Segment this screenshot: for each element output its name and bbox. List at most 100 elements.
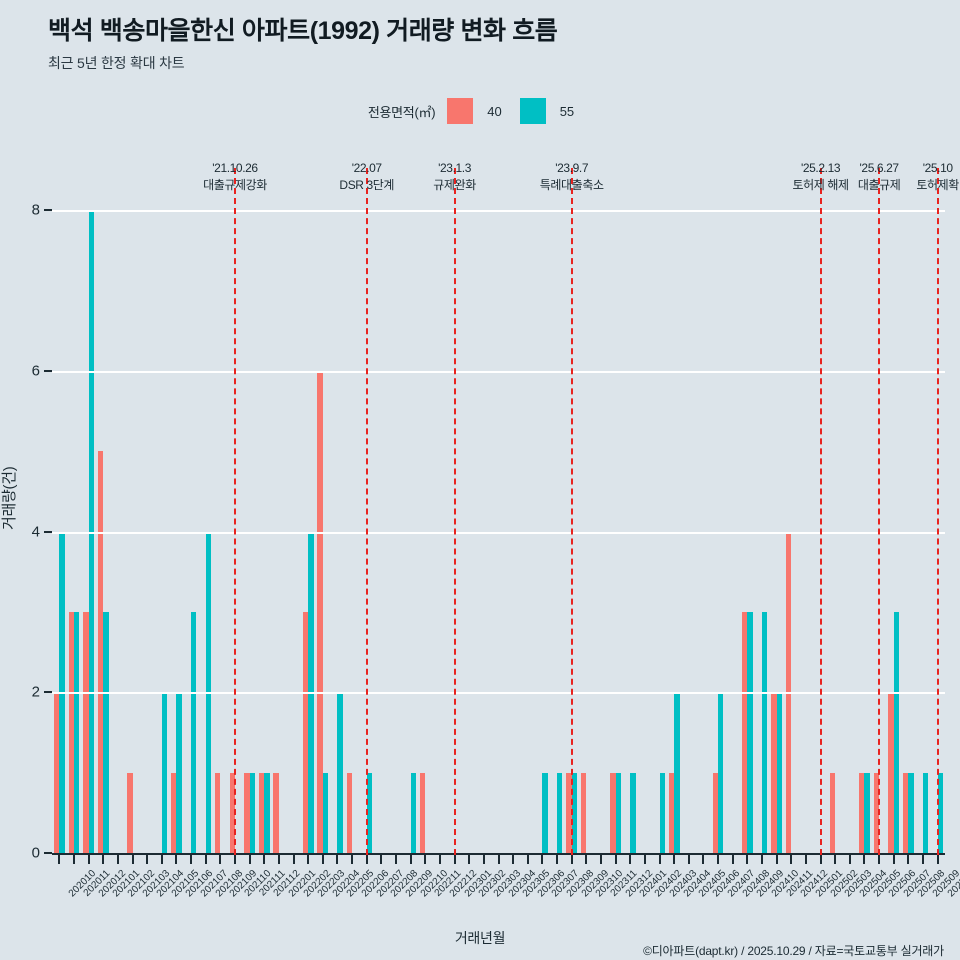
bar-202105-55[interactable]: [161, 692, 168, 853]
y-tick-mark: [44, 209, 52, 211]
bar-202210-55[interactable]: [410, 772, 417, 853]
x-tick-mark: [204, 855, 207, 864]
bar-202505-40[interactable]: [859, 772, 865, 853]
x-tick-mark: [541, 855, 544, 864]
event-date: '23.9.7: [555, 161, 589, 175]
bar-202111-55[interactable]: [249, 772, 256, 853]
x-tick-mark: [731, 855, 734, 864]
x-tick-mark: [409, 855, 412, 864]
bar-202410-55[interactable]: [762, 611, 768, 853]
bar-202409-55[interactable]: [747, 611, 753, 853]
bar-202505-55[interactable]: [864, 772, 870, 853]
x-tick-mark: [526, 855, 529, 864]
bar-202508-55[interactable]: [908, 772, 914, 853]
x-tick-mark: [233, 855, 236, 864]
bar-202201-40[interactable]: [273, 772, 279, 853]
x-tick-mark: [380, 855, 383, 864]
bar-202411-55[interactable]: [776, 692, 783, 853]
legend-title: 전용면적(㎡): [367, 104, 436, 120]
bar-202403-55[interactable]: [659, 772, 665, 853]
event-text: 대출규제: [857, 178, 901, 193]
bar-202206-40[interactable]: [346, 772, 353, 853]
chart-subtitle: 최근 5년 한정 확대 차트: [48, 55, 185, 71]
bar-202010-40[interactable]: [53, 692, 60, 853]
x-tick-mark: [190, 855, 193, 864]
event-label-202207: '22.07 DSR 3단계: [339, 160, 394, 195]
legend-item-40[interactable]: 40: [447, 98, 502, 124]
x-tick-mark: [878, 855, 881, 864]
x-tick-mark: [761, 855, 763, 864]
bar-202312-40[interactable]: [610, 772, 616, 853]
bar-202411-40[interactable]: [771, 692, 777, 853]
bar-202407-55[interactable]: [718, 692, 724, 853]
bar-202111-40[interactable]: [244, 772, 250, 853]
event-date: '22.07: [351, 161, 382, 175]
bar-202011-40[interactable]: [68, 611, 74, 853]
event-label-202510: '25.10 토허제확: [916, 160, 959, 195]
bar-202107-55[interactable]: [191, 611, 197, 853]
event-text: 규제완화: [433, 178, 476, 193]
x-tick-mark: [585, 855, 588, 864]
bar-202409-40[interactable]: [741, 611, 748, 853]
x-tick-mark: [131, 855, 134, 864]
bar-202204-55[interactable]: [322, 772, 329, 853]
bar-202109-40[interactable]: [214, 772, 221, 853]
event-date: '23.1.3: [438, 161, 471, 175]
x-tick-mark: [248, 855, 251, 864]
x-tick-mark: [804, 855, 807, 864]
bar-202404-40[interactable]: [668, 772, 675, 853]
y-tick-mark: [44, 530, 52, 533]
bar-202508-40[interactable]: [902, 772, 909, 853]
bar-202507-55[interactable]: [893, 611, 900, 853]
bar-202309-40[interactable]: [566, 772, 572, 853]
bar-202307-55[interactable]: [542, 772, 548, 853]
bar-202211-40[interactable]: [419, 772, 426, 853]
bar-202203-40[interactable]: [302, 611, 309, 853]
x-axis-title: 거래년월: [454, 930, 506, 946]
x-tick-mark: [146, 855, 149, 864]
bar-202110-40[interactable]: [229, 772, 235, 853]
event-text: 대출규제강화: [203, 178, 267, 193]
bar-202401-55[interactable]: [630, 772, 636, 853]
x-tick-mark: [160, 855, 163, 864]
x-tick-mark: [614, 855, 617, 864]
bar-202503-40[interactable]: [829, 772, 836, 853]
bar-202510-55[interactable]: [937, 772, 944, 853]
bar-202112-55[interactable]: [264, 772, 270, 853]
bar-202404-55[interactable]: [674, 692, 680, 853]
bar-202506-40[interactable]: [873, 772, 880, 853]
bar-202103-40[interactable]: [127, 772, 133, 853]
bar-202106-55[interactable]: [176, 692, 182, 853]
bar-202310-40[interactable]: [580, 772, 587, 853]
x-tick-mark: [687, 855, 690, 864]
bar-202012-40[interactable]: [83, 611, 89, 853]
event-date: '25.6.27: [859, 161, 900, 175]
legend-item-55[interactable]: 55: [519, 98, 574, 124]
bar-202204-40[interactable]: [317, 370, 323, 853]
bar-202205-55[interactable]: [337, 692, 343, 853]
x-tick-mark: [570, 855, 573, 864]
bar-202407-40[interactable]: [712, 772, 719, 853]
x-tick-mark: [395, 855, 398, 864]
bar-202509-55[interactable]: [923, 772, 929, 853]
x-tick-mark: [482, 855, 485, 864]
bar-202101-55[interactable]: [103, 611, 109, 853]
x-tick-mark: [702, 855, 705, 864]
bar-202207-55[interactable]: [366, 772, 373, 853]
gridline: [52, 210, 945, 212]
x-tick-mark: [863, 855, 866, 864]
gridline: [52, 692, 945, 695]
bar-202112-40[interactable]: [258, 772, 265, 853]
bar-202011-55[interactable]: [73, 611, 80, 853]
bar-202308-55[interactable]: [557, 772, 563, 853]
bar-202507-40[interactable]: [888, 692, 894, 853]
x-tick-mark: [87, 855, 90, 864]
event-text: DSR 3단계: [339, 178, 395, 193]
x-tick-mark: [834, 855, 837, 864]
bar-202309-55[interactable]: [571, 772, 578, 853]
x-tick-mark: [102, 855, 105, 864]
bar-202312-55[interactable]: [615, 772, 622, 853]
bar-202101-40[interactable]: [97, 451, 104, 853]
bar-202106-40[interactable]: [171, 772, 177, 853]
